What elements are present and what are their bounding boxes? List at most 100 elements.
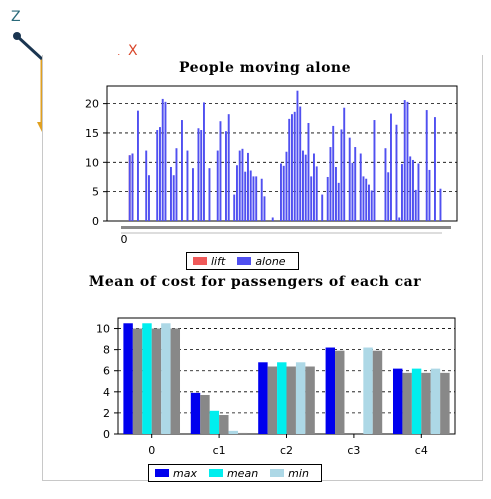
- chart1-y-tick-label: 0: [92, 215, 99, 228]
- chart1-bar-alone: [241, 148, 244, 221]
- chart1-bar-alone: [200, 130, 203, 221]
- chart1-bar-alone: [238, 150, 241, 221]
- legend-item-max: max: [155, 467, 197, 480]
- chart2-bar-shadow: [372, 350, 383, 434]
- chart1-scroll-track: [121, 226, 451, 229]
- chart1-bar-alone: [343, 107, 346, 221]
- chart1-bar-alone: [304, 154, 307, 221]
- chart1-bar-alone: [236, 165, 238, 221]
- y-axis-dot: [13, 32, 21, 40]
- legend-swatch-min: [270, 469, 285, 477]
- legend-label-mean: mean: [226, 466, 259, 480]
- chart1-bar-alone: [299, 106, 302, 221]
- chart2-bar-min: [295, 362, 306, 434]
- chart1-bar-alone: [282, 165, 285, 221]
- chart1-bar-alone: [321, 194, 324, 221]
- legend-swatch-max: [155, 469, 169, 477]
- chart1-bar-alone: [271, 217, 274, 221]
- chart2-bar-mean: [209, 410, 220, 434]
- chart1-bar-alone: [227, 114, 230, 221]
- chart2-bar-mean: [411, 368, 422, 434]
- chart2-bar-max: [325, 347, 336, 434]
- chart2-bar-min: [430, 368, 441, 434]
- chart1-bar-alone: [175, 148, 178, 221]
- chart2-bar-max: [392, 368, 403, 434]
- chart2-y-tick-label: 4: [103, 386, 110, 399]
- chart1-bar-alone: [181, 120, 183, 221]
- z-axis-label: Z: [11, 9, 21, 25]
- chart2-bar-mean: [277, 362, 287, 434]
- chart1-bar-alone: [263, 196, 266, 221]
- chart1-bar-alone: [186, 150, 189, 221]
- chart1-bar-alone: [249, 170, 252, 221]
- chart2-bar-max: [190, 392, 201, 434]
- legend-label-min: min: [288, 466, 309, 480]
- legend-item-min: min: [270, 467, 309, 480]
- chart2-bar-shadow: [151, 328, 162, 434]
- chart2-bar-mean: [142, 323, 152, 434]
- chart1-bar-alone: [329, 147, 332, 221]
- chart2-bar-shadow: [132, 328, 143, 434]
- chart2-x-tick-label: c4: [415, 444, 428, 457]
- chart1-bar-alone: [164, 101, 167, 221]
- chart1-bar-alone: [233, 194, 236, 221]
- chart1-bar-alone: [401, 164, 403, 221]
- chart1-bar-alone: [244, 171, 247, 221]
- chart1-bar-alone: [293, 111, 296, 221]
- chart2-y-tick-label: 8: [103, 344, 110, 357]
- chart2-title: Mean of cost for passengers of each car: [88, 274, 422, 290]
- chart1-bar-alone: [417, 163, 420, 221]
- chart2-bar-shadow: [219, 415, 229, 434]
- chart2-x-tick-label: c3: [347, 444, 360, 457]
- chart1-bar-alone: [409, 156, 412, 221]
- chart1-bar-alone: [390, 113, 392, 221]
- chart1-bar-alone: [296, 90, 299, 222]
- chart1-bar-alone: [384, 148, 387, 221]
- chart1-bar-alone: [310, 176, 313, 221]
- chart1-bar-alone: [412, 159, 414, 221]
- chart2-x-tick-label: 0: [148, 444, 155, 457]
- chart2-bar-min: [161, 323, 171, 434]
- chart2-bar-max: [123, 323, 133, 434]
- chart1-bar-alone: [337, 182, 340, 221]
- chart2-bar-shadow: [286, 366, 296, 434]
- chart1-bar-alone: [368, 184, 370, 221]
- chart1-bar-alone: [252, 176, 255, 221]
- chart1-bar-alone: [260, 178, 263, 221]
- chart1-bar-alone: [348, 137, 351, 221]
- chart1-bar-alone: [159, 127, 161, 221]
- chart1-y-tick-label: 20: [85, 98, 99, 111]
- chart1-bar-alone: [354, 147, 357, 221]
- chart2-bar-shadow: [335, 350, 345, 434]
- chart1-bar-alone: [365, 178, 368, 221]
- chart1-bar-alone: [225, 131, 227, 221]
- chart1-bar-alone: [335, 167, 337, 221]
- chart1-bar-alone: [332, 125, 335, 221]
- legend-label-max: max: [173, 466, 197, 480]
- chart1-bar-alone: [362, 176, 365, 221]
- legend-swatch-lift: [193, 257, 207, 265]
- chart1-bar-alone: [302, 150, 304, 221]
- chart2-bar-shadow: [402, 372, 412, 434]
- legend-swatch-alone: [237, 257, 252, 265]
- chart1-bar-alone: [280, 163, 282, 221]
- chart1-y-tick-label: 10: [85, 156, 99, 169]
- chart1-bar-alone: [156, 130, 159, 221]
- chart1-bar-alone: [131, 153, 134, 221]
- chart2-x-tick-label: c2: [280, 444, 293, 457]
- chart1-bar-alone: [291, 114, 293, 221]
- chart1-legend: lift alone: [186, 252, 299, 270]
- chart2-y-tick-label: 10: [96, 323, 110, 336]
- chart1-bar-alone: [395, 124, 398, 221]
- chart1-bar-alone: [172, 175, 175, 221]
- chart1-title: People moving alone: [178, 60, 352, 76]
- chart2-bar-shadow: [237, 432, 248, 434]
- chart1-bar-alone: [148, 175, 150, 221]
- legend-item-mean: mean: [208, 466, 259, 480]
- chart1-bar-alone: [326, 176, 329, 221]
- legend-item-lift: lift: [193, 255, 225, 268]
- chart1-bar-alone: [359, 153, 362, 221]
- chart2-x-tick-label: c1: [213, 444, 226, 457]
